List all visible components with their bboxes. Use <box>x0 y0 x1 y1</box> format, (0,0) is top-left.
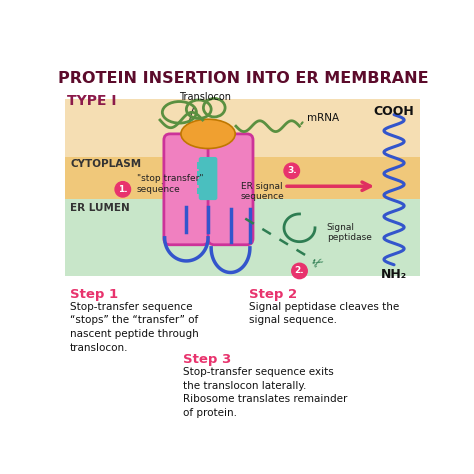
Text: mRNA: mRNA <box>307 113 339 124</box>
FancyBboxPatch shape <box>164 134 209 245</box>
Ellipse shape <box>181 119 235 148</box>
Text: COOH: COOH <box>374 105 414 118</box>
Text: Stop-transfer sequence
“stops” the “transfer” of
nascent peptide through
translo: Stop-transfer sequence “stops” the “tran… <box>70 302 199 353</box>
Bar <box>65 200 420 276</box>
Text: TYPE I: TYPE I <box>67 94 117 108</box>
Text: Signal
peptidase: Signal peptidase <box>327 223 372 242</box>
Text: CYTOPLASM: CYTOPLASM <box>70 158 141 169</box>
Text: ER LUMEN: ER LUMEN <box>70 203 130 213</box>
FancyBboxPatch shape <box>208 134 253 245</box>
Text: Step 1: Step 1 <box>70 288 118 301</box>
Text: 2.: 2. <box>295 266 304 275</box>
Bar <box>197 188 203 194</box>
Text: "stop transfer"
sequence: "stop transfer" sequence <box>137 173 203 194</box>
Circle shape <box>284 163 300 179</box>
Text: Step 2: Step 2 <box>249 288 297 301</box>
Text: 3.: 3. <box>287 166 297 175</box>
Text: NH₂: NH₂ <box>381 268 407 281</box>
Text: ER signal
sequence: ER signal sequence <box>240 182 284 201</box>
Text: Stop-transfer sequence exits
the translocon laterally.
Ribosome translates remai: Stop-transfer sequence exits the translo… <box>183 367 347 418</box>
Bar <box>197 163 203 169</box>
Text: PROTEIN INSERTION INTO ER MEMBRANE: PROTEIN INSERTION INTO ER MEMBRANE <box>58 71 428 86</box>
Text: 1.: 1. <box>118 185 128 194</box>
FancyBboxPatch shape <box>199 157 218 200</box>
Bar <box>197 171 203 177</box>
Text: ✂: ✂ <box>310 254 328 272</box>
Bar <box>197 179 203 185</box>
Text: Step 3: Step 3 <box>183 353 231 366</box>
Bar <box>65 99 420 157</box>
Text: Translocon: Translocon <box>179 91 231 101</box>
Bar <box>65 157 420 200</box>
Text: Signal peptidase cleaves the
signal sequence.: Signal peptidase cleaves the signal sequ… <box>249 302 400 325</box>
Circle shape <box>115 182 130 197</box>
Circle shape <box>292 263 307 279</box>
